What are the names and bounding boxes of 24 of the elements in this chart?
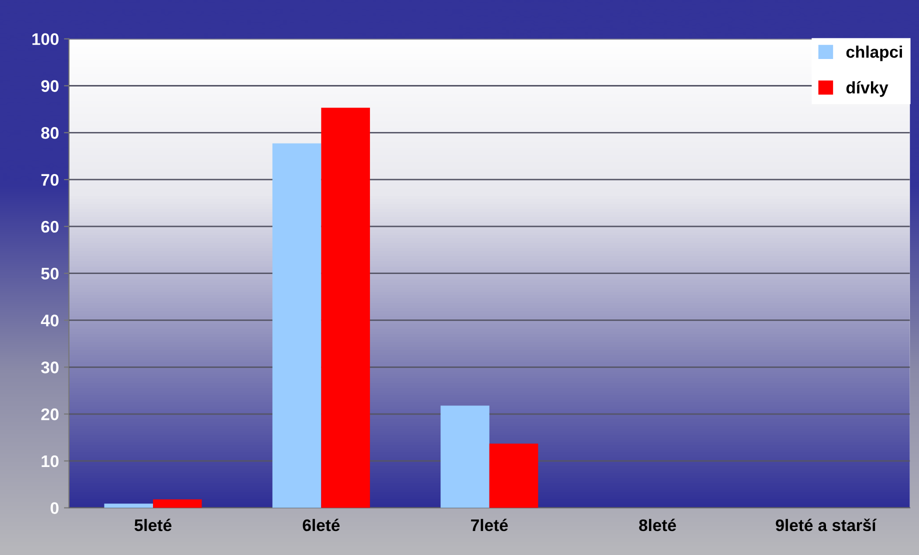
x-tick-label: 7leté — [471, 518, 508, 532]
y-tick-label: 60 — [41, 220, 59, 233]
legend-label: dívky — [846, 81, 888, 97]
y-tick-label: 10 — [42, 455, 59, 468]
x-tick-label: 9leté a starší — [776, 518, 877, 532]
y-tick-label: 0 — [50, 502, 59, 514]
y-tick-label: 40 — [40, 314, 59, 326]
bar — [440, 406, 490, 508]
y-tick-label: 90 — [41, 80, 59, 92]
y-tick-label: 50 — [41, 268, 59, 280]
bar — [321, 108, 370, 508]
bar — [489, 444, 538, 508]
x-tick-label: 6leté — [302, 518, 340, 532]
bar — [272, 143, 322, 508]
y-tick-label: 30 — [41, 362, 59, 374]
y-tick-label: 80 — [41, 127, 59, 139]
bar — [104, 504, 154, 508]
y-tick-label: 70 — [41, 174, 59, 186]
y-tick-label: 100 — [32, 33, 59, 46]
legend-label: chlapci — [846, 46, 902, 62]
x-tick-label: 5leté — [134, 518, 172, 532]
bar — [153, 499, 202, 508]
x-tick-label: 8leté — [639, 518, 676, 532]
y-tick-label: 20 — [41, 408, 59, 420]
